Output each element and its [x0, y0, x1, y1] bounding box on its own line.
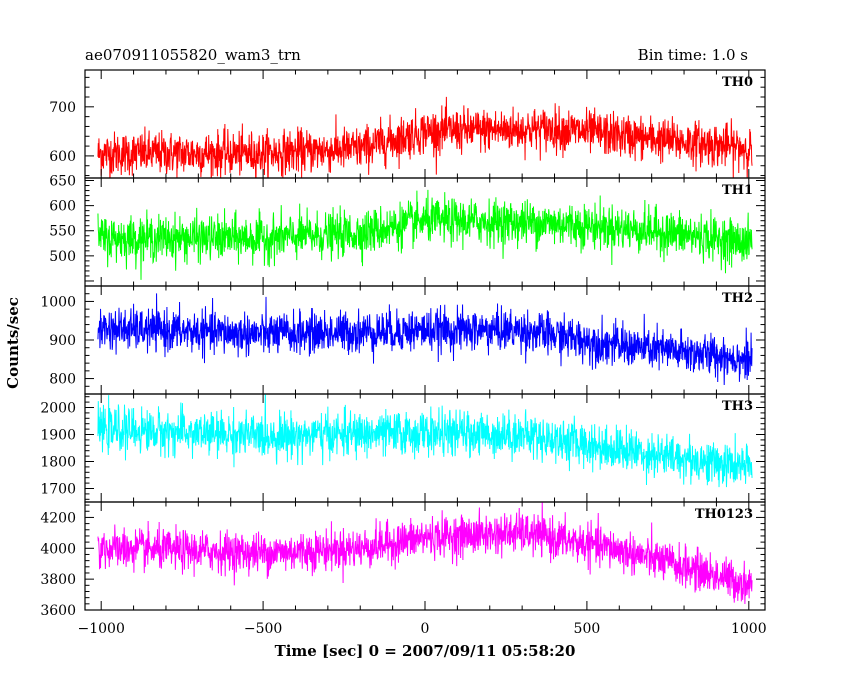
series-line-th2	[97, 293, 753, 385]
y-tick-label: 1700	[40, 482, 76, 498]
panel-label-th0123: TH0123	[695, 507, 753, 522]
y-tick-label: 4200	[40, 510, 76, 526]
panel-th1: 500 550 600 650 TH1	[49, 174, 766, 287]
panel-label-th1: TH1	[722, 183, 753, 198]
x-tick-label: 1000	[731, 621, 767, 637]
panel-label-th2: TH2	[722, 291, 753, 306]
y-tick-label: 500	[49, 249, 76, 265]
series-line-th3	[97, 394, 753, 488]
y-tick-label: 1900	[40, 428, 76, 444]
y-axis-label: Counts/sec	[4, 297, 22, 389]
x-tick-label: −500	[244, 621, 282, 637]
y-tick-label: 3600	[40, 603, 76, 619]
series-line-th1	[97, 189, 753, 280]
x-tick-label: 500	[574, 621, 601, 637]
bin-time-label: Bin time: 1.0 s	[638, 46, 748, 64]
panel-th0: 600 700 TH0	[49, 69, 766, 179]
y-tick-label: 700	[49, 100, 76, 116]
y-tick-label: 3800	[40, 572, 76, 588]
y-tick-label: 2000	[40, 401, 76, 417]
y-tick-label: 1000	[40, 294, 76, 310]
y-tick-label: 600	[49, 199, 76, 215]
y-tick-label: 900	[49, 333, 76, 349]
x-axis-label: Time [sec] 0 = 2007/09/11 05:58:20	[275, 642, 576, 660]
y-tick-label: 800	[49, 372, 76, 388]
panel-th0123: 3600 3800 4000 4200 TH0123	[40, 501, 766, 619]
panel-label-th3: TH3	[722, 399, 753, 414]
x-tick-label: 0	[421, 621, 430, 637]
series-line-th0	[97, 96, 753, 178]
series-line-th0123	[97, 502, 753, 604]
y-tick-label: 1800	[40, 455, 76, 471]
panel-th2: 800 900 1000 TH2	[40, 285, 766, 395]
panel-th3: 1700 1800 1900 2000 TH3	[40, 393, 766, 503]
y-tick-label: 600	[49, 149, 76, 165]
y-tick-label: 550	[49, 224, 76, 240]
panels-group: 600 700 TH0 500 550 600 650 TH1 800 900 1000 TH2 170…	[40, 69, 767, 637]
panel-label-th0: TH0	[722, 75, 753, 90]
x-tick-label: −1000	[78, 621, 125, 637]
y-tick-label: 4000	[40, 541, 76, 557]
y-tick-label: 650	[49, 174, 76, 190]
chart-title: ae070911055820_wam3_trn	[85, 46, 301, 64]
panel-frame	[84, 393, 766, 503]
